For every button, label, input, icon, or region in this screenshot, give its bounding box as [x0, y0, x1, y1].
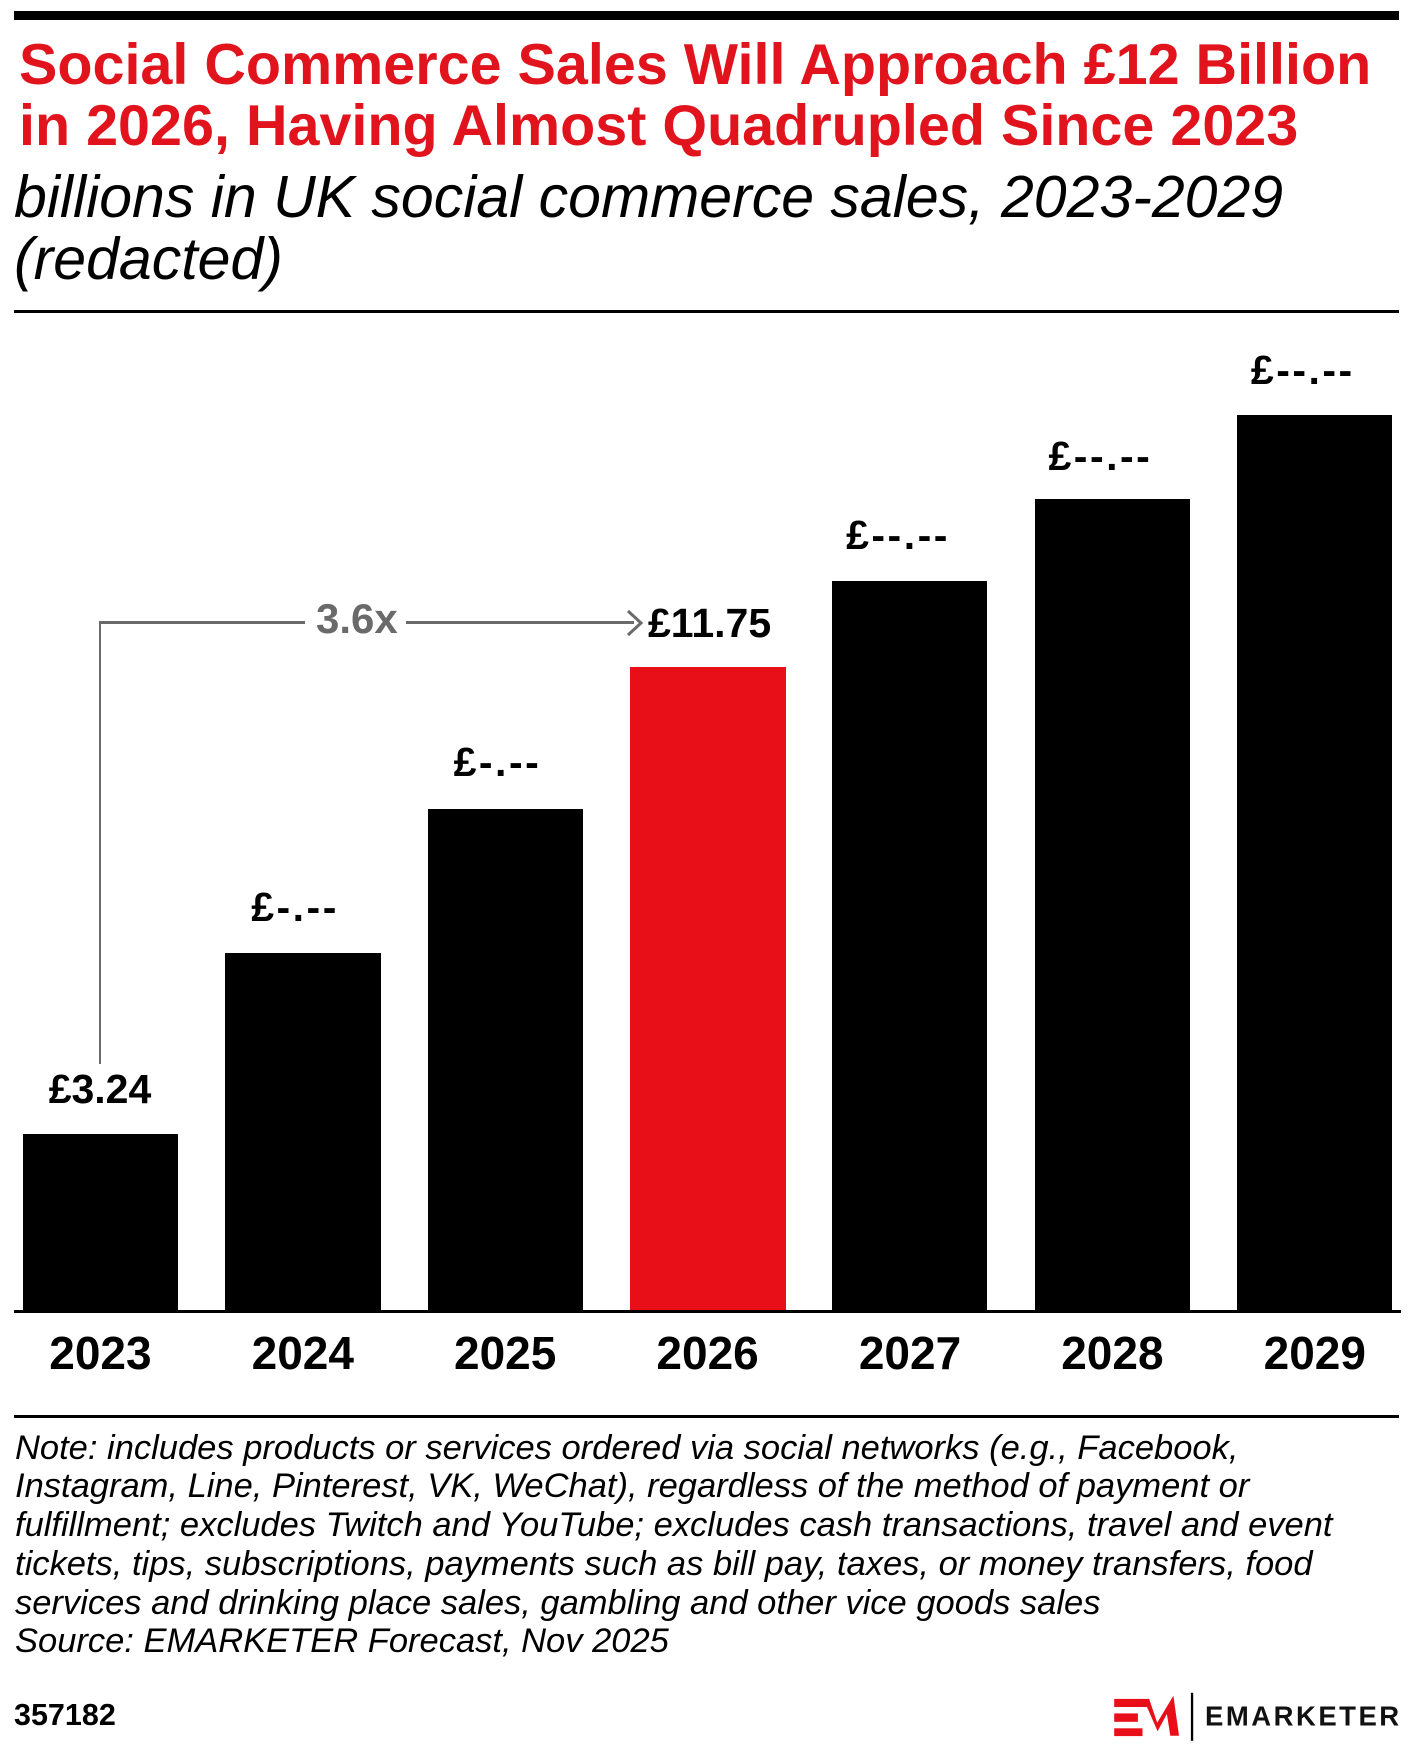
svg-text:EMARKETER: EMARKETER — [1205, 1701, 1402, 1732]
